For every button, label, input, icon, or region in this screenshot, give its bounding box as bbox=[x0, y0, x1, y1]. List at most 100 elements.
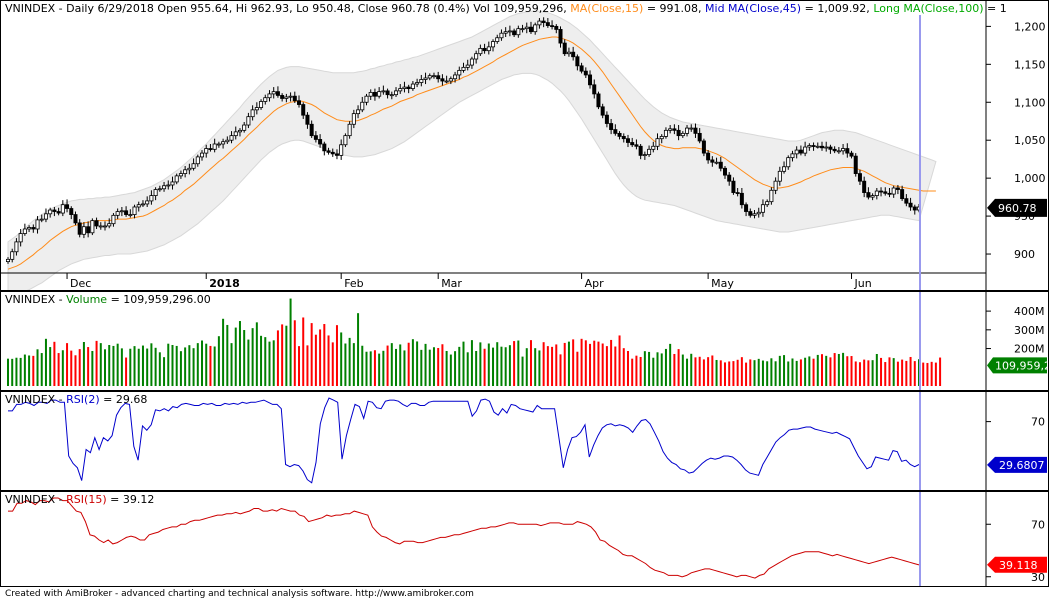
volume-bar bbox=[255, 322, 258, 386]
candle-body bbox=[819, 145, 824, 149]
candle-body bbox=[415, 82, 420, 85]
candle-body bbox=[343, 135, 348, 146]
volume-bar bbox=[348, 337, 351, 386]
volume-bar bbox=[770, 358, 773, 386]
volume-bar bbox=[260, 335, 263, 386]
volume-bar bbox=[909, 356, 912, 386]
volume-bar bbox=[281, 324, 284, 386]
rsi15-header: VNINDEX - RSI(15) = 39.12 bbox=[5, 493, 155, 506]
volume-panel[interactable]: VNINDEX - Volume = 109,959,296.00 200M 30… bbox=[0, 291, 1049, 391]
open-value: 955.64 bbox=[190, 2, 229, 15]
candle-body bbox=[191, 163, 196, 169]
volume-bar bbox=[407, 342, 410, 386]
candle-body bbox=[212, 143, 217, 150]
volume-bar bbox=[749, 359, 752, 386]
volume-bar bbox=[829, 357, 832, 386]
ma15-line bbox=[7, 36, 936, 270]
candle-body bbox=[685, 127, 690, 134]
candle-body bbox=[225, 139, 230, 143]
candle-body bbox=[221, 141, 226, 145]
volume-bar bbox=[179, 351, 182, 386]
candle-body bbox=[524, 26, 529, 30]
volume-bar bbox=[745, 362, 748, 386]
volume-bar bbox=[32, 355, 35, 386]
candle-body bbox=[600, 106, 605, 116]
candle-body bbox=[790, 153, 795, 159]
volume-header: VNINDEX - Volume = 109,959,296.00 bbox=[5, 293, 211, 306]
candle-body bbox=[469, 58, 474, 66]
volume-bar bbox=[133, 346, 136, 386]
volume-bar bbox=[458, 346, 461, 386]
volume-bar bbox=[361, 345, 364, 386]
volume-bar bbox=[104, 349, 107, 386]
volume-bar bbox=[373, 350, 376, 386]
rsi2-last-tag bbox=[987, 456, 1047, 473]
volume-bar bbox=[196, 343, 199, 386]
volume-bar bbox=[112, 345, 115, 386]
candle-body bbox=[874, 190, 879, 196]
candle-body bbox=[782, 166, 787, 172]
candle-body bbox=[119, 210, 124, 213]
candle-body bbox=[356, 109, 361, 115]
volume-bar bbox=[483, 348, 486, 386]
last-price-tag bbox=[987, 198, 1047, 217]
volume-bar bbox=[40, 353, 43, 386]
volume-bar bbox=[70, 350, 73, 386]
candle-body bbox=[246, 116, 251, 126]
candle-body bbox=[609, 123, 614, 130]
volume-bar bbox=[158, 352, 161, 386]
candle-body bbox=[166, 184, 171, 187]
volume-bar bbox=[854, 361, 857, 386]
candle-body bbox=[828, 146, 833, 150]
volume-bar bbox=[500, 346, 503, 386]
candle-body bbox=[39, 218, 44, 221]
volume-bar bbox=[167, 343, 170, 386]
candle-body bbox=[162, 185, 167, 190]
candle-body bbox=[204, 148, 209, 154]
volume-bar bbox=[820, 354, 823, 386]
volume-bar bbox=[201, 340, 204, 386]
candle-body bbox=[372, 92, 377, 97]
volume-bar bbox=[639, 356, 642, 386]
candle-body bbox=[86, 226, 91, 234]
candle-body bbox=[128, 214, 133, 216]
price-panel[interactable]: VNINDEX - Daily 6/29/2018 Open 955.64, H… bbox=[0, 0, 1049, 291]
candle-body bbox=[541, 20, 546, 23]
volume-bar bbox=[875, 353, 878, 386]
volume-bar bbox=[686, 358, 689, 386]
volume-bar bbox=[934, 362, 937, 386]
rsi15-panel[interactable]: VNINDEX - RSI(15) = 39.12 30 70 39.118 bbox=[0, 491, 1049, 587]
ma100-value: = 1 bbox=[986, 2, 1007, 15]
rsi-line bbox=[8, 497, 920, 579]
volume-bar bbox=[49, 347, 52, 386]
volume-bar bbox=[525, 348, 528, 386]
candle-body bbox=[136, 204, 141, 208]
candle-body bbox=[748, 211, 753, 216]
volume-bar bbox=[445, 350, 448, 386]
volume-bar bbox=[120, 348, 123, 386]
volume-bar bbox=[285, 325, 288, 386]
candle-body bbox=[385, 90, 390, 96]
volume-bar bbox=[289, 298, 292, 386]
volume-bar bbox=[306, 345, 309, 386]
candle-body bbox=[625, 138, 630, 143]
candle-body bbox=[680, 132, 685, 137]
rsi2-panel[interactable]: VNINDEX - RSI(2) = 29.68 70 29.6807 bbox=[0, 391, 1049, 491]
volume-bar bbox=[293, 320, 296, 386]
volume-bar bbox=[626, 350, 629, 386]
x-tick-label: Feb bbox=[344, 277, 363, 290]
candle-body bbox=[465, 64, 470, 68]
candle-body bbox=[891, 187, 896, 195]
candle-body bbox=[651, 145, 656, 150]
candle-body bbox=[798, 149, 803, 154]
candle-body bbox=[208, 148, 213, 150]
candle-body bbox=[183, 169, 188, 174]
candle-body bbox=[35, 219, 40, 230]
volume-tick-label: 400M bbox=[1014, 305, 1045, 318]
volume-bar bbox=[732, 361, 735, 386]
volume-bar bbox=[652, 357, 655, 386]
volume-bar bbox=[428, 349, 431, 386]
volume-bar bbox=[411, 339, 414, 386]
candle-body bbox=[280, 95, 285, 99]
volume-bar bbox=[327, 335, 330, 386]
